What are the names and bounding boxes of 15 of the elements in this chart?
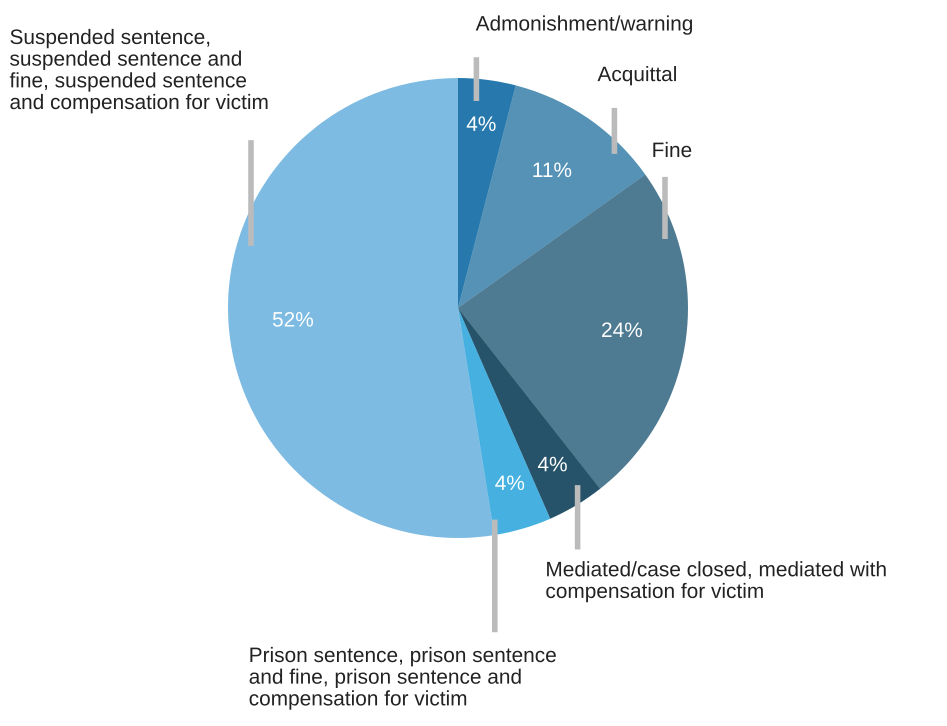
- pie-slice: [458, 308, 600, 519]
- data-label: 52%: [272, 312, 314, 327]
- slice-label: Acquittal: [597, 66, 676, 86]
- slice-label: Fine: [653, 142, 692, 158]
- pie-slice: [458, 78, 516, 308]
- slice-label: Prison sentence, prison sentence and fine, prison sentence and compensation for victim: [250, 646, 556, 710]
- slice-label: Mediated/case closed, mediated with compensation for victim: [546, 561, 886, 602]
- slice-label: Suspended sentence, suspended sentence and fine, suspended sentence and compensation for victim: [10, 28, 268, 114]
- data-label: 4%: [538, 456, 567, 472]
- data-label: 11%: [533, 162, 572, 178]
- slice-label: Admonishment/warning: [476, 15, 692, 35]
- data-label: 4%: [466, 116, 496, 131]
- pie-slice: [458, 85, 646, 308]
- data-label: 4%: [495, 475, 524, 490]
- data-label: 24%: [602, 322, 642, 338]
